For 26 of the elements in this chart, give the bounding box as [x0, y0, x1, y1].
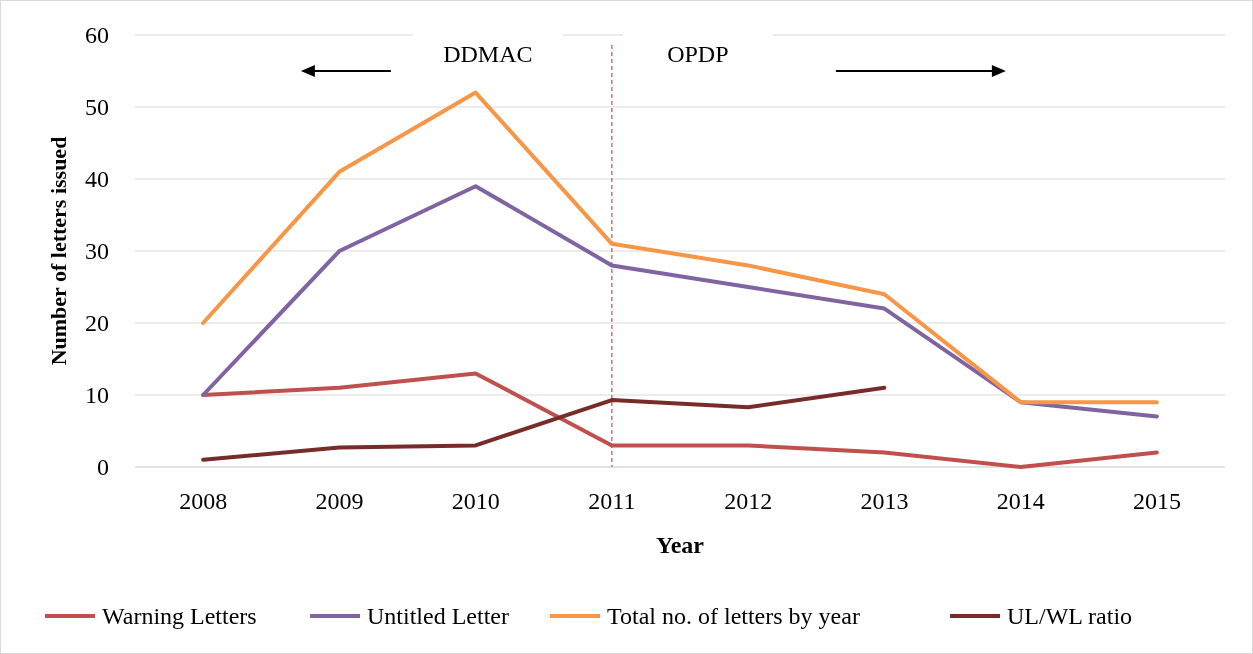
- legend-label: Warning Letters: [102, 603, 257, 630]
- line-series: [201, 184, 1159, 419]
- x-tick-label: 2014: [996, 488, 1045, 514]
- y-axis-title: Number of letters issued: [46, 136, 71, 366]
- y-tick-label: 10: [85, 382, 109, 409]
- x-tick-label: 2009: [315, 488, 364, 514]
- x-tick-label: 2010: [451, 488, 500, 514]
- legend-label: Total no. of letters by year: [607, 603, 860, 630]
- annotation: OPDP: [667, 41, 729, 67]
- x-axis-title: Year: [656, 532, 705, 558]
- y-tick-label: 60: [85, 22, 109, 49]
- x-tick-label: 2011: [588, 488, 636, 514]
- line-series: [201, 385, 887, 462]
- legend-label: UL/WL ratio: [1007, 603, 1133, 630]
- y-tick-label: 50: [85, 94, 109, 121]
- x-tick-label: 2008: [179, 488, 228, 514]
- x-tick-label: 2015: [1132, 488, 1181, 514]
- y-tick-label: 0: [97, 454, 109, 481]
- x-tick-label: 2013: [860, 488, 909, 514]
- x-tick-label: 2012: [724, 488, 773, 514]
- legend-label: Untitled Letter: [367, 603, 509, 630]
- y-tick-label: 30: [85, 238, 109, 265]
- line-series: [201, 90, 1159, 405]
- y-tick-label: 20: [85, 310, 109, 337]
- annotation: DDMAC: [443, 41, 533, 67]
- y-tick-label: 40: [85, 166, 109, 193]
